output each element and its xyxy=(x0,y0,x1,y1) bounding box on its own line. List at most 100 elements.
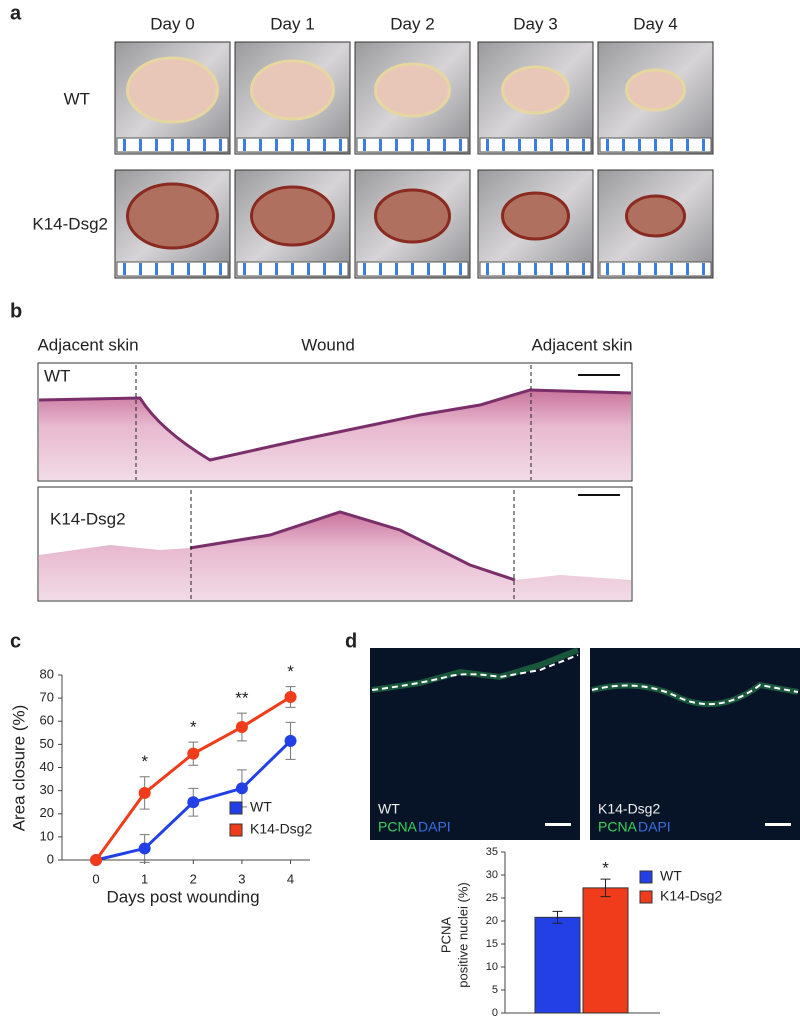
wound xyxy=(501,191,570,241)
day-label: Day 3 xyxy=(513,14,557,33)
ruler-tick xyxy=(323,263,326,275)
ruler-tick xyxy=(411,263,414,275)
ruler-tick xyxy=(259,139,262,151)
ruler-tick xyxy=(395,263,398,275)
panel-label: b xyxy=(10,300,22,322)
legend-swatch xyxy=(229,823,243,837)
ruler-tick xyxy=(686,263,689,275)
ruler-tick xyxy=(155,263,158,275)
section-label: K14-Dsg2 xyxy=(50,509,126,528)
point xyxy=(187,796,200,809)
ruler-tick xyxy=(550,139,553,151)
panel-label: c xyxy=(10,630,21,652)
ruler-tick xyxy=(155,139,158,151)
ruler-tick xyxy=(363,263,366,275)
ruler-tick xyxy=(219,139,222,151)
wound-photo xyxy=(354,41,471,155)
image-stain: PCNA xyxy=(378,819,418,835)
point xyxy=(187,747,200,760)
ruler-tick xyxy=(339,263,342,275)
ruler-tick xyxy=(395,139,398,151)
wound xyxy=(625,68,686,112)
ruler-tick xyxy=(443,263,446,275)
ruler-tick xyxy=(259,263,262,275)
wound xyxy=(126,182,219,250)
day-label: Day 0 xyxy=(150,14,194,33)
wound xyxy=(374,62,451,118)
ruler-tick xyxy=(622,263,625,275)
ruler-tick xyxy=(502,263,505,275)
region-label: Wound xyxy=(301,335,355,354)
y-tick-label: 5 xyxy=(492,984,498,996)
ruler-tick xyxy=(486,139,489,151)
x-tick-label: 4 xyxy=(287,871,294,886)
image-genotype: WT xyxy=(378,801,400,817)
ruler-tick xyxy=(534,263,537,275)
ruler-tick xyxy=(606,263,609,275)
ruler-tick xyxy=(187,139,190,151)
row-label: K14-Dsg2 xyxy=(32,214,108,233)
y-tick-label: 0 xyxy=(492,1007,498,1019)
y-tick-label: 35 xyxy=(486,846,498,858)
ruler-tick xyxy=(379,263,382,275)
ruler-tick xyxy=(139,263,142,275)
bar xyxy=(582,887,629,1014)
ruler-tick xyxy=(307,139,310,151)
y-tick-label: 70 xyxy=(40,690,54,705)
image-stain: DAPI xyxy=(418,819,451,835)
panel-label: a xyxy=(10,2,22,24)
y-tick-label: 15 xyxy=(486,938,498,950)
ruler-tick xyxy=(123,263,126,275)
image-genotype: K14-Dsg2 xyxy=(598,801,660,817)
ruler-tick xyxy=(275,263,278,275)
ruler-tick xyxy=(411,139,414,151)
y-axis-label: PCNA xyxy=(438,917,453,953)
x-tick-label: 1 xyxy=(141,871,148,886)
bar xyxy=(534,916,581,1014)
ruler-tick xyxy=(622,139,625,151)
day-label: Day 4 xyxy=(633,14,677,33)
y-tick-label: 25 xyxy=(486,892,498,904)
significance: ** xyxy=(235,689,249,708)
ruler-tick xyxy=(187,263,190,275)
ruler-tick xyxy=(219,263,222,275)
ruler-tick xyxy=(307,263,310,275)
y-tick-label: 30 xyxy=(40,782,54,797)
ruler-tick xyxy=(638,139,641,151)
panel-label: d xyxy=(345,630,357,652)
ruler-tick xyxy=(339,139,342,151)
y-tick-label: 50 xyxy=(40,736,54,751)
ruler-tick xyxy=(566,139,569,151)
y-tick-label: 40 xyxy=(40,759,54,774)
legend-label: K14-Dsg2 xyxy=(250,821,312,837)
legend-label: K14-Dsg2 xyxy=(660,888,722,904)
section-label: WT xyxy=(44,366,70,385)
y-tick-label: 80 xyxy=(40,666,54,681)
legend-label: WT xyxy=(250,799,272,815)
y-tick-label: 30 xyxy=(486,869,498,881)
ruler-tick xyxy=(123,139,126,151)
significance: * xyxy=(190,718,197,737)
ruler-tick xyxy=(379,139,382,151)
y-tick-label: 10 xyxy=(40,828,54,843)
fluorescence-images xyxy=(370,647,800,840)
wound xyxy=(374,188,451,244)
y-tick-label: 20 xyxy=(486,915,498,927)
histology-wt xyxy=(37,362,633,482)
significance: * xyxy=(287,662,294,681)
legend-swatch xyxy=(639,870,653,884)
image-stain: PCNA xyxy=(598,819,638,835)
ruler-tick xyxy=(427,263,430,275)
wound-photo xyxy=(597,169,714,279)
ruler-tick xyxy=(670,139,673,151)
row-label: WT xyxy=(64,89,90,108)
ruler-tick xyxy=(363,139,366,151)
point xyxy=(90,854,103,866)
wound xyxy=(501,65,570,115)
ruler-tick xyxy=(606,139,609,151)
ruler-tick xyxy=(518,263,521,275)
day-label: Day 1 xyxy=(270,14,314,33)
ruler-tick xyxy=(566,263,569,275)
ruler-tick xyxy=(459,139,462,151)
ruler-tick xyxy=(139,139,142,151)
